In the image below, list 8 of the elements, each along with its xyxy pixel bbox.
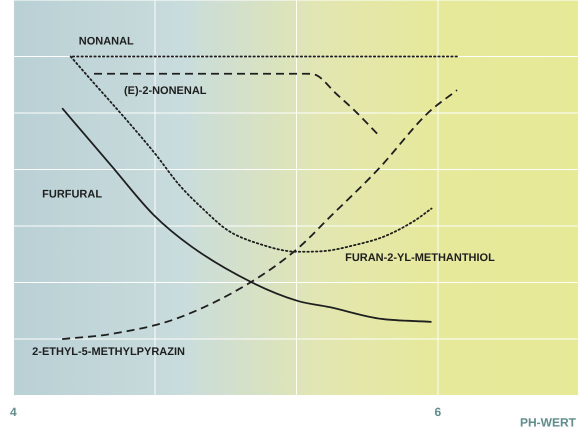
series-label: 2-ETHYL-5-METHYLPYRAZIN bbox=[32, 346, 185, 358]
series-label: FURFURAL bbox=[42, 188, 102, 200]
series-label: NONANAL bbox=[78, 36, 134, 48]
x-axis-title: PH-WERT bbox=[520, 415, 577, 430]
series-label: FURAN-2-YL-METHANTHIOL bbox=[345, 252, 496, 264]
series-label: (E)-2-NONENAL bbox=[124, 84, 207, 97]
x-tick-label: 6 bbox=[434, 405, 442, 420]
x-tick-label: 4 bbox=[10, 405, 17, 420]
